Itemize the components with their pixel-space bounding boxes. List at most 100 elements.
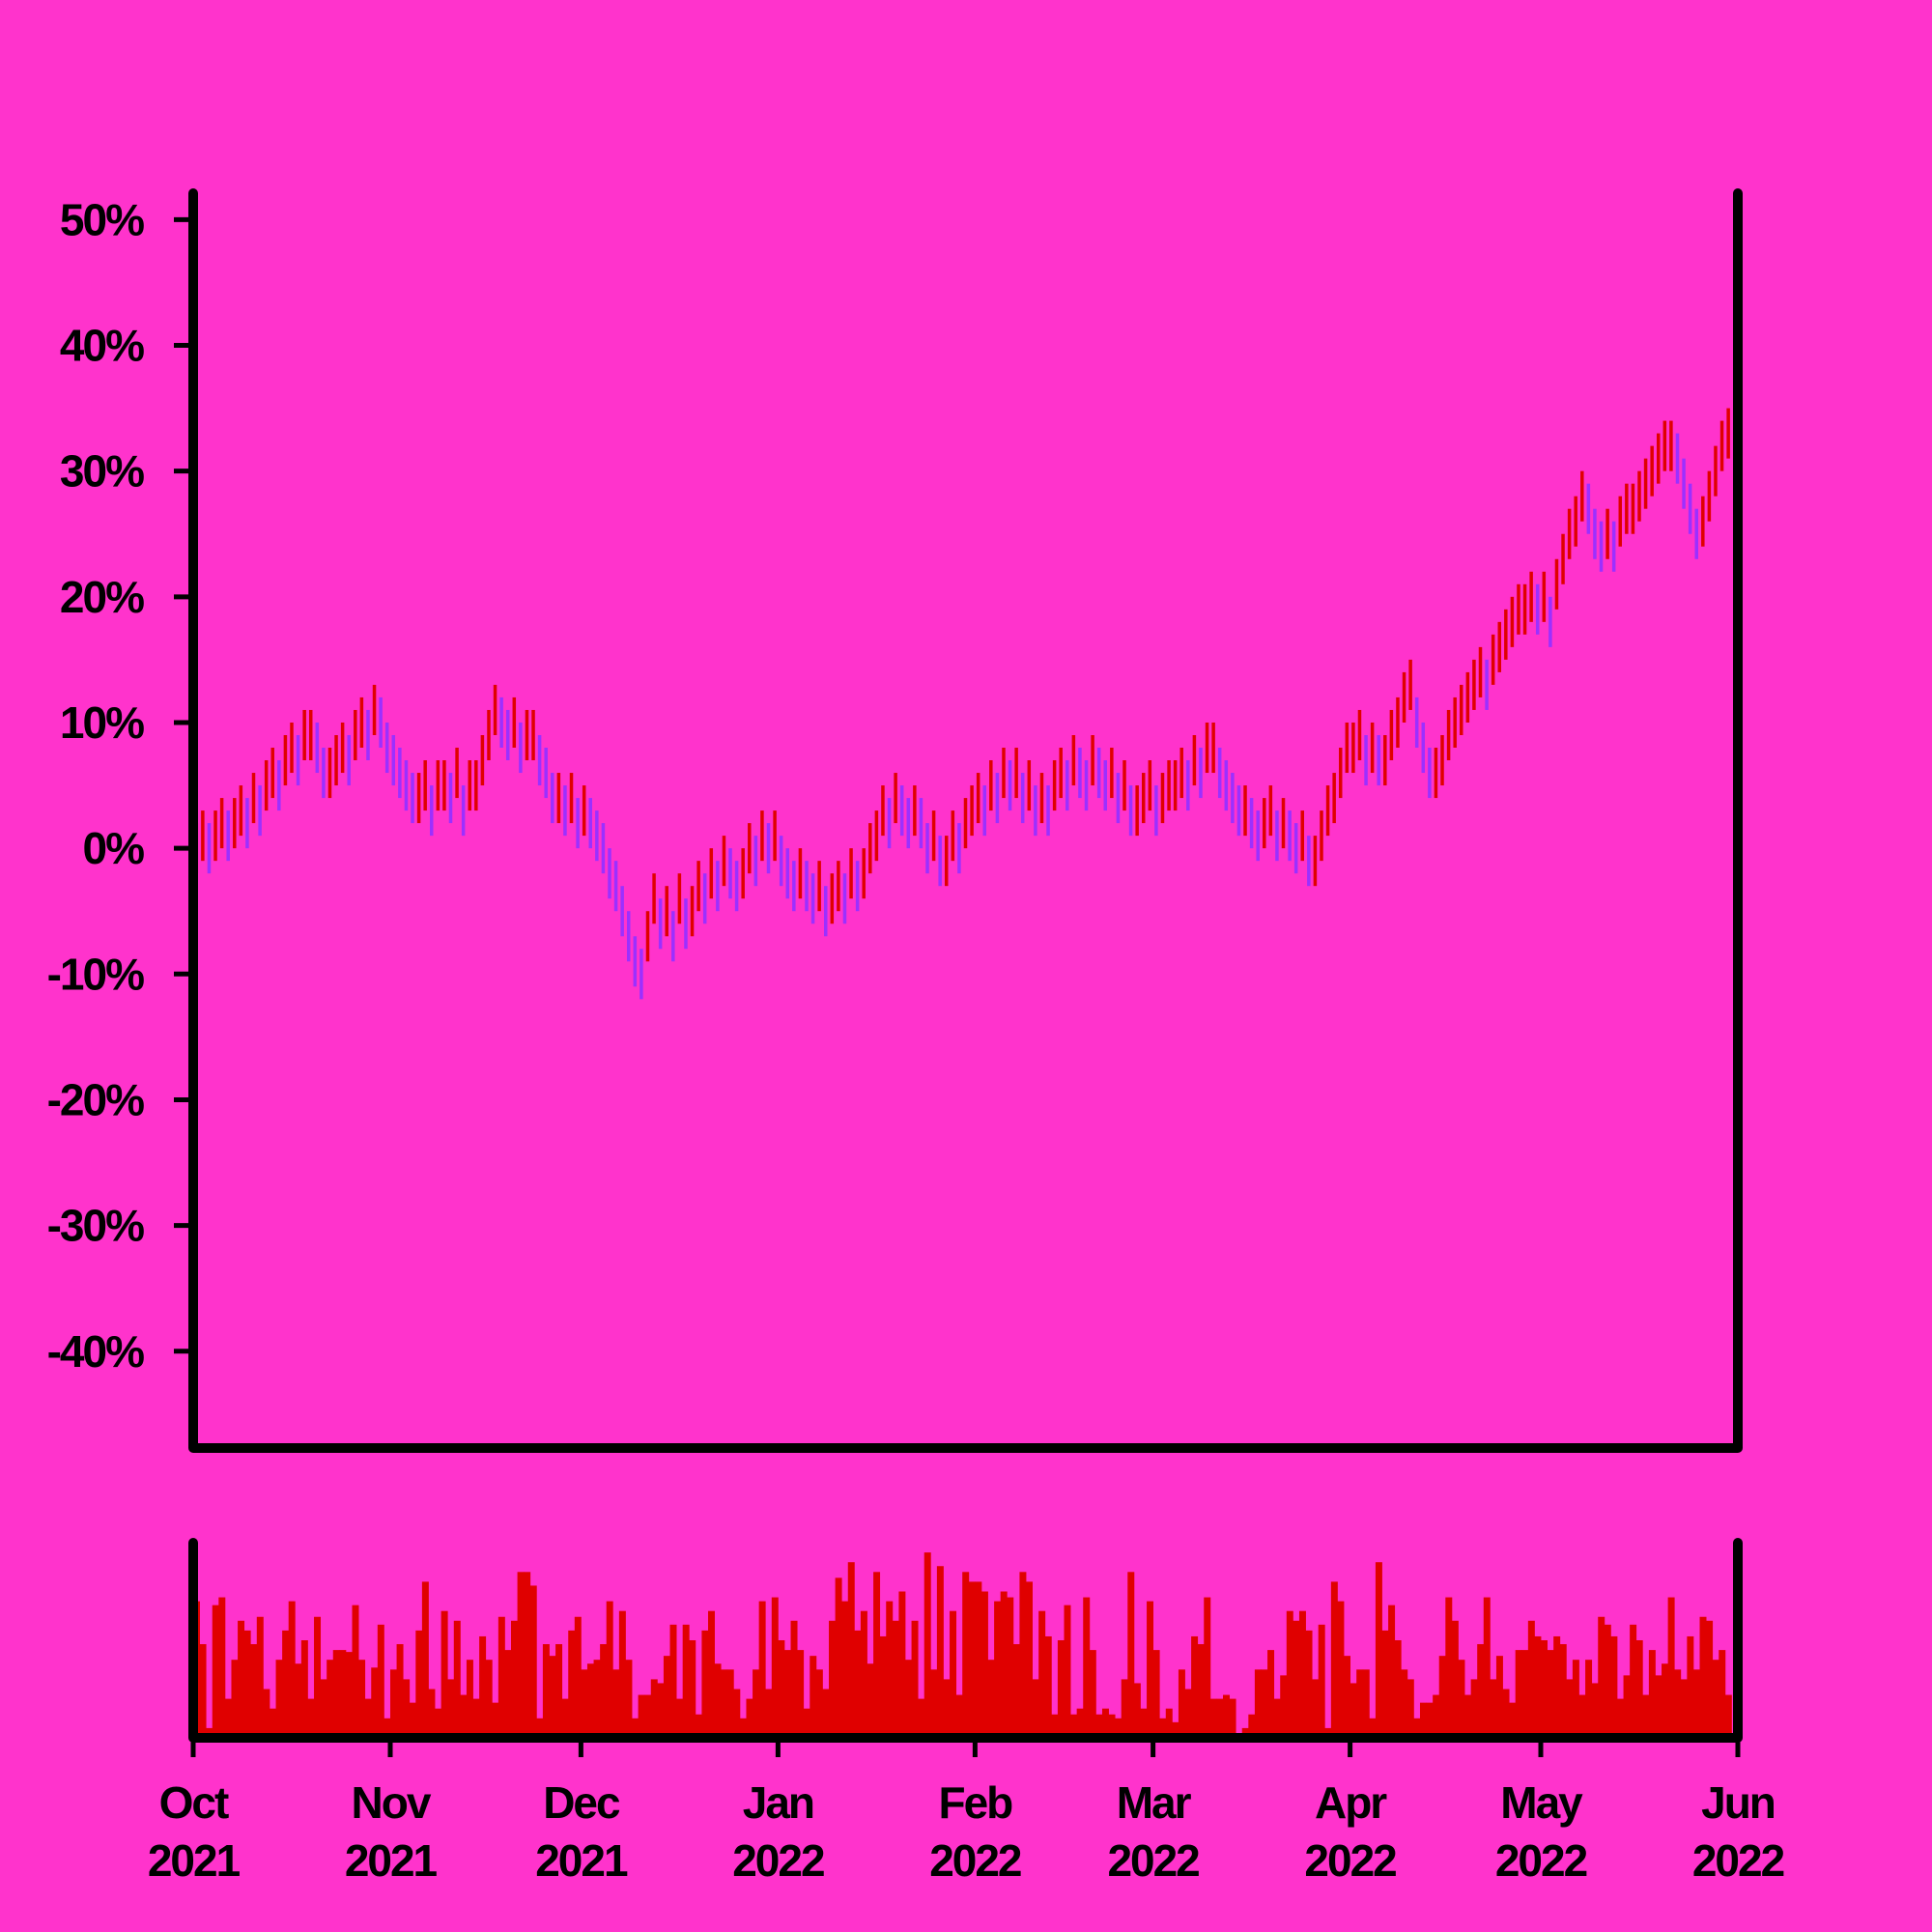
volume-bar: [352, 1605, 359, 1738]
volume-bar: [1133, 1683, 1141, 1738]
volume-bar: [904, 1660, 912, 1738]
volume-bar: [1572, 1660, 1579, 1738]
volume-bar: [618, 1610, 626, 1738]
volume-bar: [1483, 1597, 1491, 1738]
volume-bar: [1064, 1605, 1071, 1738]
volume-bar: [460, 1694, 468, 1738]
volume-bar: [269, 1708, 276, 1738]
volume-bar: [1598, 1616, 1605, 1738]
volume-bar: [1406, 1679, 1414, 1738]
volume-bar: [1032, 1679, 1039, 1738]
volume-bar: [1191, 1635, 1199, 1738]
volume-bar: [968, 1581, 976, 1738]
volume-bar: [918, 1698, 925, 1738]
x-tick-label: Nov: [352, 1777, 432, 1828]
volume-bar: [898, 1591, 906, 1738]
volume-bar: [409, 1702, 416, 1738]
volume-bar: [803, 1708, 810, 1738]
volume-bar: [676, 1698, 684, 1738]
volume-bar: [1692, 1669, 1700, 1738]
volume-bar: [841, 1601, 849, 1738]
volume-bar: [339, 1650, 347, 1738]
volume-bar: [1209, 1698, 1217, 1738]
volume-bar: [930, 1669, 938, 1738]
volume-bar: [815, 1669, 823, 1738]
volume-bar: [492, 1702, 499, 1738]
volume-bar: [1724, 1694, 1732, 1738]
volume-bar: [1280, 1675, 1288, 1738]
volume-bar: [1204, 1597, 1211, 1738]
volume-bar: [886, 1601, 894, 1738]
x-tick-label: Apr: [1315, 1777, 1387, 1828]
volume-bar: [943, 1679, 951, 1738]
volume-bar: [1527, 1620, 1535, 1738]
volume-bar: [421, 1581, 429, 1738]
volume-bar: [1115, 1718, 1122, 1738]
volume-bar: [364, 1698, 372, 1738]
volume-bar: [282, 1630, 290, 1738]
volume-bar: [320, 1679, 327, 1738]
volume-bar: [536, 1718, 544, 1738]
volume-bar: [256, 1616, 264, 1738]
x-tick-label: 2022: [732, 1835, 824, 1886]
volume-bar: [1298, 1610, 1306, 1738]
x-tick-label: Mar: [1117, 1777, 1192, 1828]
volume-bar: [1312, 1679, 1320, 1738]
volume-bar: [1610, 1635, 1618, 1738]
volume-bar: [632, 1718, 639, 1738]
volume-bar: [987, 1660, 995, 1738]
volume-bar: [1502, 1689, 1510, 1738]
volume-bar: [638, 1694, 645, 1738]
volume-bar: [1324, 1727, 1332, 1738]
volume-bar: [1172, 1721, 1179, 1738]
volume-bar: [1305, 1630, 1313, 1738]
volume-bar: [1101, 1708, 1109, 1738]
volume-bar: [1687, 1635, 1694, 1738]
y-tick-label: -30%: [47, 1201, 144, 1251]
price-frame: [188, 188, 1743, 1453]
volume-bar: [593, 1660, 601, 1738]
volume-bar: [1229, 1698, 1236, 1738]
x-tick-label: Feb: [938, 1777, 1012, 1828]
volume-bar: [721, 1669, 728, 1738]
x-tick-label: Jan: [743, 1777, 813, 1828]
volume-bar: [1521, 1650, 1529, 1738]
volume-bar: [504, 1650, 512, 1738]
volume-bar: [695, 1714, 702, 1738]
volume-bar: [1350, 1683, 1357, 1738]
volume-bar: [428, 1689, 436, 1738]
volume-bar: [829, 1620, 837, 1738]
volume-bar: [1012, 1644, 1020, 1738]
volume-bar: [332, 1650, 340, 1738]
volume-bar: [1026, 1581, 1033, 1738]
volume-bar: [669, 1624, 677, 1738]
volume-bar: [1419, 1702, 1427, 1738]
volume-bar: [1534, 1635, 1542, 1738]
volume-bar: [650, 1679, 658, 1738]
volume-bar: [701, 1630, 709, 1738]
volume-bar: [746, 1698, 753, 1738]
volume-bar: [1248, 1714, 1256, 1738]
volume-bar: [600, 1644, 608, 1738]
volume-bar: [1051, 1714, 1059, 1738]
volume-bar: [389, 1669, 397, 1738]
volume-bar: [810, 1656, 817, 1738]
y-tick-label: 40%: [60, 320, 144, 370]
volume-bar: [1178, 1669, 1185, 1738]
volume-bar: [867, 1663, 874, 1738]
volume-bar: [1553, 1635, 1561, 1738]
volume-bar: [1470, 1679, 1478, 1738]
volume-bar: [542, 1644, 550, 1738]
x-tick-label: Oct: [159, 1777, 229, 1828]
volume-bar: [1184, 1689, 1192, 1738]
volume-bar: [206, 1727, 213, 1738]
volume-bar: [435, 1708, 442, 1738]
volume-bar: [327, 1660, 334, 1738]
volume-bar: [1070, 1714, 1078, 1738]
volume-bar: [1712, 1660, 1719, 1738]
volume-bar: [1541, 1640, 1548, 1738]
volume-bar: [1147, 1601, 1154, 1738]
volume-bar: [384, 1718, 391, 1738]
